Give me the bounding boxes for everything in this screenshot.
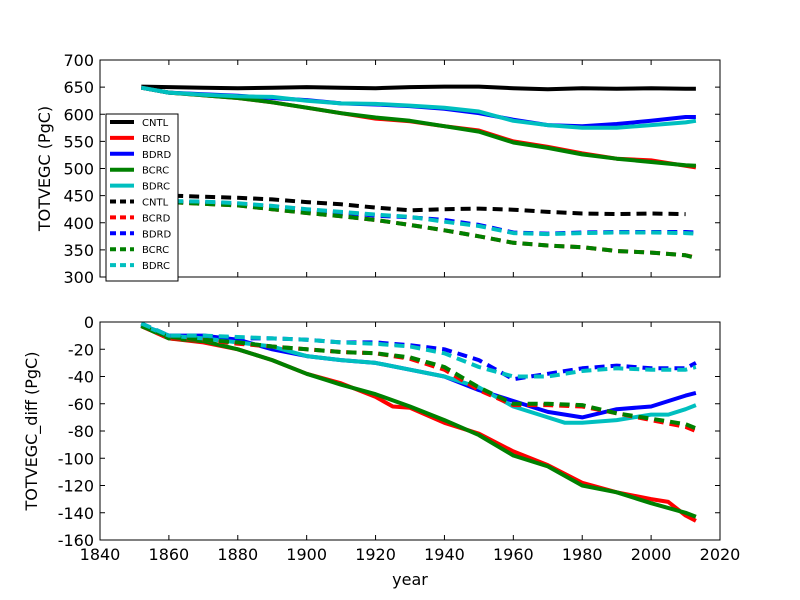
y-tick-label: 300 <box>63 268 94 287</box>
axes-frame <box>99 321 721 541</box>
x-tick-label: 1900 <box>286 545 327 564</box>
legend-label: BDRD <box>142 150 172 161</box>
series-line-bcrc-solid <box>140 324 697 519</box>
y-tick-label: -100 <box>58 449 94 468</box>
y-axis-label: TOTVEGC_diff (PgC) <box>22 352 42 512</box>
series-line-bdrc-solid <box>140 85 697 130</box>
series-line-bcrc-dashed <box>141 198 697 260</box>
legend: CNTL BCRD BDRD BCRC BDRC CNTL BCRD BDRD BCRC BDRC <box>105 113 179 282</box>
y-tick-label: 450 <box>63 187 94 206</box>
y-tick-label: 600 <box>63 105 94 124</box>
x-tick-label: 1840 <box>80 545 121 564</box>
y-tick-label: 350 <box>63 241 94 260</box>
y-tick-label: 0 <box>84 313 94 332</box>
legend-label: BCRD <box>142 134 171 145</box>
legend-label: BCRC <box>142 166 169 177</box>
series-group <box>140 322 697 523</box>
legend-label: BDRC <box>142 261 170 272</box>
series-line-bdrc-dashed <box>140 322 697 379</box>
top-panel: 300 350 400 450 500 550 600 650 700 TOTVEGC (PgC)… <box>35 51 721 287</box>
x-tick-label: 1940 <box>424 545 465 564</box>
legend-label: BCRD <box>142 213 171 224</box>
y-tick-label: -20 <box>68 340 94 359</box>
y-axis-label: TOTVEGC (PgC) <box>35 106 54 232</box>
legend-label: BDRC <box>142 182 170 193</box>
x-tick-label: 1980 <box>562 545 603 564</box>
legend-box <box>105 113 179 282</box>
y-tick-label: -140 <box>58 504 94 523</box>
x-tick-label: 2020 <box>700 545 741 564</box>
x-tick-label: 1920 <box>355 545 396 564</box>
legend-label: CNTL <box>142 198 169 209</box>
x-tick-label: 1960 <box>493 545 534 564</box>
y-tick-label: -60 <box>68 395 94 414</box>
y-tick-label: -160 <box>58 531 94 550</box>
series-line-bdrc-dashed <box>141 198 696 237</box>
series-line-bcrc-dashed <box>140 324 697 431</box>
legend-label: CNTL <box>142 118 169 129</box>
y-tick-label: 700 <box>63 51 94 70</box>
x-axis-label: year <box>392 570 428 589</box>
y-tick-label: 400 <box>63 214 94 233</box>
y-tick-label: -40 <box>68 368 94 387</box>
series-line-cntl-solid <box>141 84 696 92</box>
x-tick-label: 2000 <box>631 545 672 564</box>
x-tick-label: 1880 <box>217 545 258 564</box>
y-tick-label: -120 <box>58 477 94 496</box>
legend-label: BDRD <box>142 229 172 240</box>
series-line-bdrd-dashed <box>140 322 697 382</box>
series-group <box>140 84 697 260</box>
y-tick-label: -80 <box>68 422 94 441</box>
y-tick-label: 650 <box>63 78 94 97</box>
legend-label: BCRC <box>142 245 169 256</box>
bottom-panel: 1840 1860 1880 1900 1920 1940 1960 1980 2000 2020… <box>22 313 740 589</box>
series-line-cntl-dashed <box>141 190 686 217</box>
y-tick-label: 550 <box>63 132 94 151</box>
y-tick-label: 500 <box>63 160 94 179</box>
x-tick-label: 1860 <box>149 545 190 564</box>
